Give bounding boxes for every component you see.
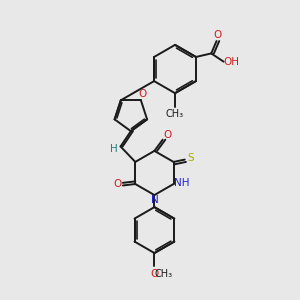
Text: O: O [138,89,146,99]
Text: O: O [113,179,121,189]
Text: CH₃: CH₃ [155,269,173,279]
Text: OH: OH [224,57,240,67]
Text: NH: NH [174,178,190,188]
Text: CH₃: CH₃ [166,109,184,119]
Text: O: O [164,130,172,140]
Text: S: S [187,153,194,163]
Text: O: O [150,269,158,279]
Text: H: H [110,144,118,154]
Text: O: O [213,30,221,40]
Text: N: N [151,195,158,205]
